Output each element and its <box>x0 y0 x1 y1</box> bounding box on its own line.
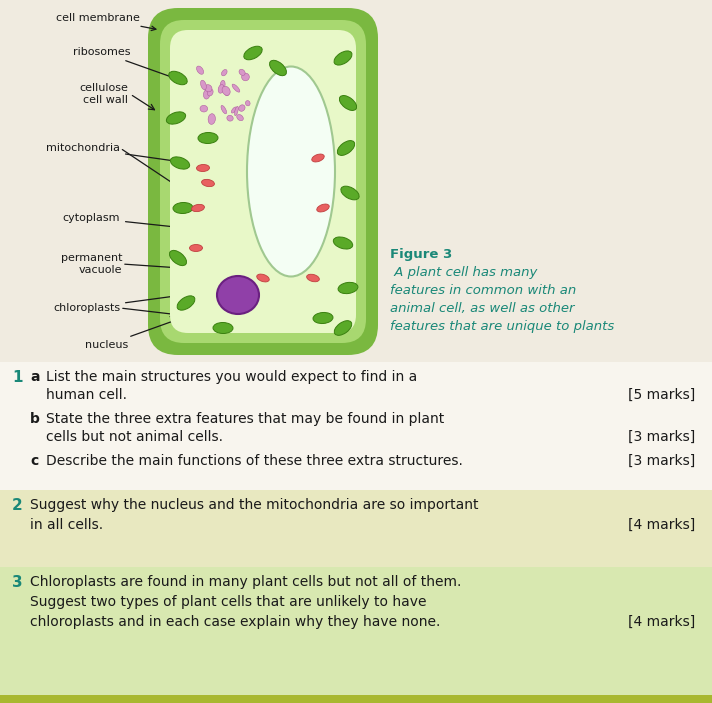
Ellipse shape <box>221 70 227 76</box>
Ellipse shape <box>169 250 187 266</box>
Ellipse shape <box>241 73 249 81</box>
Ellipse shape <box>167 112 186 124</box>
Text: Chloroplasts are found in many plant cells but not all of them.: Chloroplasts are found in many plant cel… <box>30 575 461 589</box>
Ellipse shape <box>200 105 208 112</box>
Ellipse shape <box>204 84 212 92</box>
Text: 3: 3 <box>12 575 23 590</box>
Ellipse shape <box>334 321 352 335</box>
Ellipse shape <box>173 202 193 214</box>
Text: vacuole: vacuole <box>78 265 122 275</box>
Ellipse shape <box>246 101 250 106</box>
Ellipse shape <box>244 46 262 60</box>
Ellipse shape <box>218 84 224 93</box>
Ellipse shape <box>192 205 204 212</box>
Ellipse shape <box>247 67 335 276</box>
Text: nucleus: nucleus <box>85 306 214 350</box>
Text: Figure 3: Figure 3 <box>390 248 452 261</box>
Ellipse shape <box>270 60 286 76</box>
Ellipse shape <box>340 96 357 110</box>
Text: cell membrane: cell membrane <box>56 13 156 30</box>
Ellipse shape <box>189 245 202 252</box>
Text: permanent: permanent <box>61 253 122 263</box>
Ellipse shape <box>197 165 209 172</box>
Ellipse shape <box>217 276 259 314</box>
Text: chloroplasts: chloroplasts <box>53 294 179 313</box>
Ellipse shape <box>257 274 269 282</box>
Ellipse shape <box>239 70 245 75</box>
Ellipse shape <box>337 141 355 155</box>
Ellipse shape <box>236 115 244 121</box>
Ellipse shape <box>234 106 239 115</box>
FancyBboxPatch shape <box>148 8 378 355</box>
Ellipse shape <box>239 105 245 111</box>
Ellipse shape <box>220 80 225 89</box>
Bar <box>0 362 712 490</box>
Ellipse shape <box>177 296 195 310</box>
Ellipse shape <box>201 80 206 90</box>
Bar <box>0 567 712 697</box>
Ellipse shape <box>204 89 210 99</box>
Text: cell wall: cell wall <box>83 95 128 105</box>
Text: [5 marks]: [5 marks] <box>628 388 695 402</box>
Text: in all cells.: in all cells. <box>30 518 103 532</box>
Text: 1: 1 <box>12 370 23 385</box>
Text: ribosomes: ribosomes <box>73 47 176 79</box>
Ellipse shape <box>222 86 230 96</box>
Bar <box>0 695 712 703</box>
Ellipse shape <box>227 115 234 121</box>
Ellipse shape <box>225 91 229 96</box>
Ellipse shape <box>170 157 189 169</box>
Text: State the three extra features that may be found in plant: State the three extra features that may … <box>46 412 444 426</box>
Text: List the main structures you would expect to find in a: List the main structures you would expec… <box>46 370 417 384</box>
Text: A plant cell has many
features in common with an
animal cell, as well as other
f: A plant cell has many features in common… <box>390 266 614 333</box>
Text: [4 marks]: [4 marks] <box>628 518 695 532</box>
Ellipse shape <box>341 186 359 200</box>
Text: Suggest two types of plant cells that are unlikely to have: Suggest two types of plant cells that ar… <box>30 595 426 609</box>
Text: a: a <box>30 370 39 384</box>
Text: cellulose: cellulose <box>79 83 128 93</box>
Text: mitochondria: mitochondria <box>46 143 199 166</box>
Text: cytoplasm: cytoplasm <box>63 213 181 229</box>
Text: Describe the main functions of these three extra structures.: Describe the main functions of these thr… <box>46 454 463 468</box>
Text: [4 marks]: [4 marks] <box>628 615 695 629</box>
Bar <box>0 490 712 567</box>
Ellipse shape <box>312 154 324 162</box>
Ellipse shape <box>169 71 187 85</box>
Ellipse shape <box>207 89 213 96</box>
Ellipse shape <box>307 274 320 282</box>
Ellipse shape <box>197 66 204 75</box>
Ellipse shape <box>213 323 233 333</box>
Ellipse shape <box>231 107 236 113</box>
FancyBboxPatch shape <box>160 20 366 343</box>
Text: 2: 2 <box>12 498 23 513</box>
Text: human cell.: human cell. <box>46 388 127 402</box>
FancyBboxPatch shape <box>170 30 356 333</box>
Ellipse shape <box>334 51 352 65</box>
Text: c: c <box>30 454 38 468</box>
Ellipse shape <box>201 179 214 186</box>
Text: chloroplasts and in each case explain why they have none.: chloroplasts and in each case explain wh… <box>30 615 441 629</box>
Text: [3 marks]: [3 marks] <box>628 430 695 444</box>
Text: cells but not animal cells.: cells but not animal cells. <box>46 430 223 444</box>
Ellipse shape <box>333 237 352 249</box>
Ellipse shape <box>317 204 329 212</box>
Ellipse shape <box>221 105 226 114</box>
Text: [3 marks]: [3 marks] <box>628 454 695 468</box>
Ellipse shape <box>208 114 216 124</box>
Ellipse shape <box>232 84 240 92</box>
Text: b: b <box>30 412 40 426</box>
Ellipse shape <box>198 132 218 143</box>
Ellipse shape <box>338 283 358 294</box>
Ellipse shape <box>313 312 333 323</box>
Text: Suggest why the nucleus and the mitochondria are so important: Suggest why the nucleus and the mitochon… <box>30 498 478 512</box>
